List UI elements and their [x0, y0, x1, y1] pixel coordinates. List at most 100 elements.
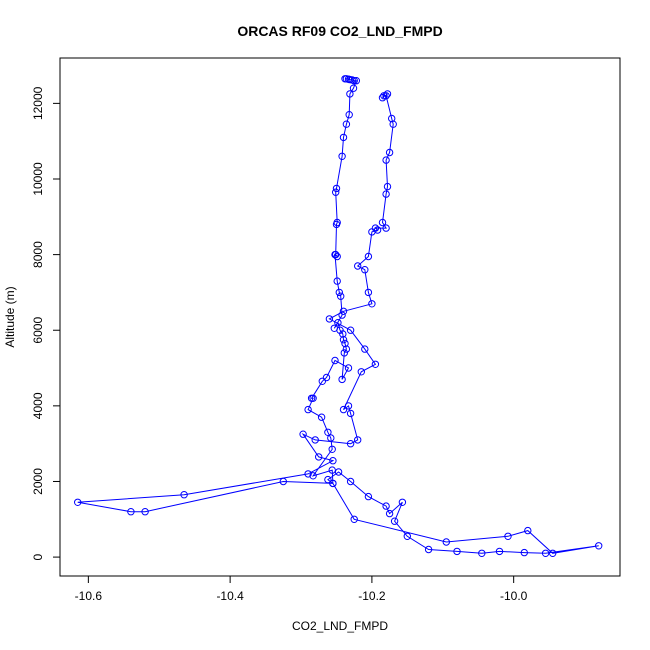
data-point [317, 413, 326, 421]
data-point [333, 277, 341, 285]
data-point [382, 502, 390, 510]
data-point [309, 394, 317, 402]
data-point [354, 436, 362, 444]
data-point [595, 542, 603, 550]
x-tick-label: -10.6 [75, 589, 103, 603]
series-group [74, 75, 603, 557]
data-point [335, 288, 343, 297]
data-point [352, 77, 360, 85]
data-point [329, 457, 337, 465]
data-point [332, 184, 341, 193]
data-point [345, 111, 353, 119]
data-point [324, 475, 332, 484]
data-point [341, 339, 349, 348]
x-tick-label: -10.0 [500, 589, 528, 603]
data-point [339, 405, 348, 414]
data-point [373, 226, 382, 234]
data-point [332, 220, 341, 229]
data-point [388, 114, 396, 123]
data-point [309, 472, 317, 480]
data-point [334, 319, 342, 327]
data-point [524, 526, 532, 535]
data-point [328, 466, 336, 474]
data-point [346, 409, 355, 418]
y-tick-label: 8000 [31, 241, 45, 268]
data-point [364, 492, 373, 501]
data-point [318, 377, 326, 385]
data-point [332, 188, 340, 196]
y-tick-label: 4000 [31, 392, 45, 419]
data-point [328, 445, 336, 453]
data-point [299, 430, 307, 438]
data-point [339, 307, 348, 315]
data-point [520, 548, 528, 557]
data-point [383, 182, 392, 191]
data-point [338, 152, 346, 161]
data-point [371, 224, 380, 232]
data-point [338, 375, 346, 384]
data-point [331, 250, 339, 259]
data-point [364, 288, 373, 297]
chart-title: ORCAS RF09 CO2_LND_FMPD [237, 23, 442, 39]
data-point [304, 470, 312, 478]
y-tick-label: 12000 [31, 86, 45, 120]
data-point [339, 336, 348, 344]
data-point [424, 545, 433, 554]
data-point [380, 92, 388, 100]
data-point [344, 402, 353, 410]
data-point [549, 549, 557, 557]
data-point [338, 311, 346, 319]
data-point [453, 547, 461, 556]
data-point [339, 330, 347, 338]
data-point [337, 292, 345, 300]
data-point [357, 368, 365, 376]
data-point [339, 133, 348, 142]
data-point [333, 252, 341, 261]
data-point [331, 356, 339, 365]
data-point [315, 453, 323, 461]
data-point [350, 77, 358, 85]
data-point [324, 428, 332, 436]
data-point [371, 360, 380, 368]
y-axis-label: Altitude (m) [3, 286, 17, 347]
data-point [350, 515, 358, 523]
data-point [368, 300, 376, 308]
data-point [342, 120, 351, 128]
data-point [344, 364, 353, 372]
data-point [141, 508, 149, 516]
data-point [383, 90, 392, 98]
data-point [322, 373, 331, 382]
series-line [77, 78, 599, 554]
data-point [403, 532, 411, 540]
plot-frame [59, 57, 621, 577]
y-tick-label: 2000 [31, 468, 45, 495]
data-point [478, 549, 486, 557]
data-point [390, 517, 399, 525]
data-point [325, 315, 334, 323]
x-axis: -10.6 -10.4 -10.2 -10.0 [75, 576, 528, 603]
data-point [304, 405, 312, 414]
data-point [504, 532, 512, 540]
y-tick-label: 0 [31, 553, 45, 560]
x-tick-label: -10.2 [358, 589, 386, 603]
data-point [382, 92, 390, 100]
data-point [378, 94, 387, 102]
data-point [327, 434, 335, 442]
data-point [279, 477, 287, 486]
data-point [382, 190, 390, 198]
data-point [346, 477, 355, 486]
data-point [349, 84, 358, 92]
data-point [342, 345, 351, 353]
data-point [329, 479, 337, 488]
data-point [378, 218, 387, 227]
data-point [346, 326, 355, 334]
data-point [340, 349, 348, 357]
data-point [442, 538, 450, 546]
data-point [354, 262, 362, 270]
x-tick-label: -10.4 [216, 589, 244, 603]
data-point [311, 436, 319, 444]
y-tick-label: 10000 [31, 162, 45, 196]
data-point [180, 491, 188, 499]
data-point [334, 468, 343, 476]
